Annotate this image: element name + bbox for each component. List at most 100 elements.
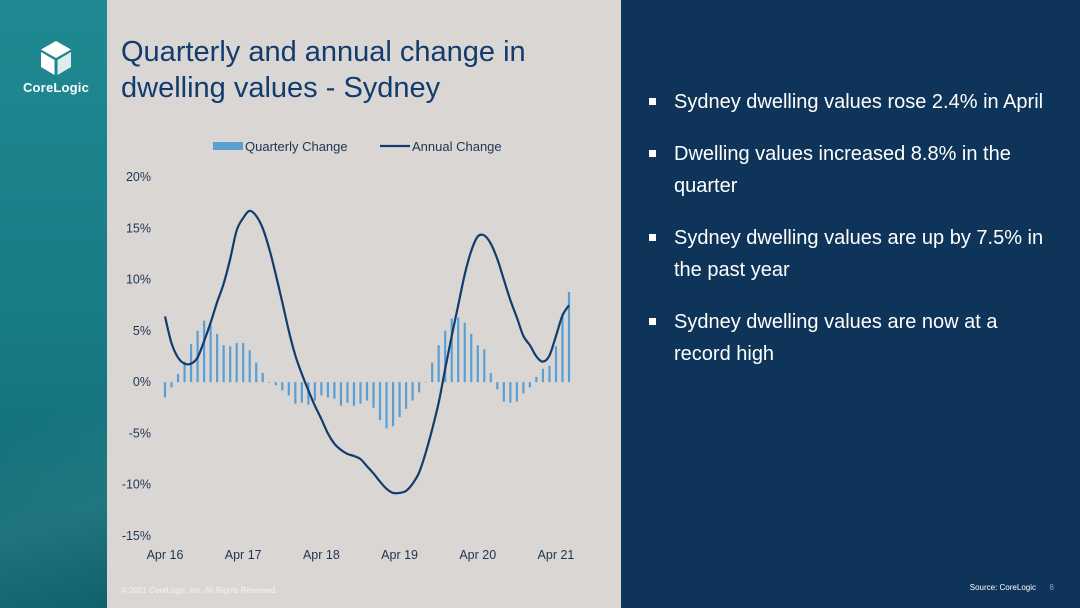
chart: 20% 15% 10% 5% 0% -5% -10% -15% Apr 16 Apr 17 Apr … xyxy=(122,139,575,562)
bar xyxy=(287,382,290,396)
bar xyxy=(339,382,343,406)
bar xyxy=(183,361,186,383)
bar xyxy=(398,382,401,418)
bar xyxy=(418,382,421,393)
bar xyxy=(535,377,538,383)
bar xyxy=(378,382,382,421)
y-tick-label: -5% xyxy=(129,426,151,440)
bar xyxy=(346,382,349,403)
bar xyxy=(352,382,356,406)
summary-panel: Sydney dwelling values rose 2.4% in Apri… xyxy=(621,0,1080,608)
corelogic-logo: CoreLogic xyxy=(18,40,94,95)
bar xyxy=(385,382,388,429)
brand-name: CoreLogic xyxy=(22,80,90,95)
y-tick-label: 15% xyxy=(126,221,151,235)
source-text: Source: CoreLogic xyxy=(969,583,1036,592)
bullet-text: Sydney dwelling values are up by 7.5% in… xyxy=(674,227,1044,281)
bullet-item: Sydney dwelling values are up by 7.5% in… xyxy=(649,222,1059,286)
y-tick-label: 5% xyxy=(133,324,151,338)
bar xyxy=(294,382,297,404)
bar xyxy=(437,345,440,383)
chart-panel: Quarterly and annual change in dwelling … xyxy=(107,0,621,608)
bullet-item: Dwelling values increased 8.8% in the qu… xyxy=(649,138,1059,202)
x-tick-label: Apr 19 xyxy=(381,548,418,562)
y-tick-label: 0% xyxy=(133,375,151,389)
legend-line-label: Annual Change xyxy=(412,139,502,154)
bar xyxy=(216,333,219,383)
bar xyxy=(528,382,532,388)
bar xyxy=(509,382,512,403)
bar xyxy=(202,320,206,383)
bar xyxy=(372,382,375,408)
page-number: 8 xyxy=(1049,583,1054,592)
bar xyxy=(424,382,427,383)
y-tick-label: 10% xyxy=(126,273,151,287)
bar xyxy=(242,343,245,383)
bar xyxy=(463,322,466,383)
copyright-text: © 2021 CoreLogic, Inc. All Rights Reserv… xyxy=(121,586,278,595)
bar xyxy=(404,382,408,409)
bar xyxy=(450,318,453,383)
y-tick-label: 20% xyxy=(126,170,151,184)
bar xyxy=(444,330,447,383)
bar xyxy=(229,346,232,383)
bullet-text: Sydney dwelling values rose 2.4% in Apri… xyxy=(674,91,1044,113)
bar xyxy=(457,317,460,383)
bar xyxy=(248,350,251,383)
sidebar-shade xyxy=(0,378,107,608)
bullet-list: Sydney dwelling values rose 2.4% in Apri… xyxy=(649,86,1059,390)
bullet-text: Sydney dwelling values are now at a reco… xyxy=(674,311,998,365)
x-tick-label: Apr 16 xyxy=(147,548,184,562)
bar xyxy=(359,382,362,404)
x-tick-label: Apr 17 xyxy=(225,548,262,562)
bar xyxy=(502,382,505,402)
bar xyxy=(313,382,316,401)
bar xyxy=(268,382,271,383)
legend-bar-swatch xyxy=(213,142,243,150)
x-tick-label: Apr 21 xyxy=(538,548,575,562)
slide-title: Quarterly and annual change in dwelling … xyxy=(121,36,526,104)
bar xyxy=(261,372,264,383)
bullet-square-icon xyxy=(649,98,656,105)
y-tick-label: -15% xyxy=(122,529,151,543)
bar xyxy=(515,382,518,402)
bar xyxy=(170,382,173,388)
bar xyxy=(320,382,323,396)
bar xyxy=(176,373,180,383)
bar xyxy=(411,382,414,401)
bar xyxy=(326,382,330,398)
bar xyxy=(541,368,545,383)
legend-bar-label: Quarterly Change xyxy=(245,139,348,154)
bullet-square-icon xyxy=(649,150,656,157)
bullet-item: Sydney dwelling values rose 2.4% in Apri… xyxy=(649,86,1059,118)
bar xyxy=(281,382,284,391)
bar xyxy=(522,382,525,394)
x-tick-label: Apr 18 xyxy=(303,548,340,562)
bar xyxy=(222,345,225,383)
bar xyxy=(300,382,303,403)
bullet-item: Sydney dwelling values are now at a reco… xyxy=(649,306,1059,370)
corelogic-cube-icon xyxy=(41,41,71,75)
bullet-text: Dwelling values increased 8.8% in the qu… xyxy=(674,143,1011,197)
x-tick-label: Apr 20 xyxy=(459,548,496,562)
bar xyxy=(163,382,167,398)
bar xyxy=(554,346,558,383)
bar xyxy=(470,333,473,383)
bar xyxy=(391,382,395,427)
annual-change-line xyxy=(163,209,570,495)
bar xyxy=(496,382,499,390)
bar xyxy=(255,362,258,383)
bar xyxy=(489,372,492,383)
bar xyxy=(431,362,434,383)
bar xyxy=(365,382,369,401)
bar xyxy=(561,313,564,383)
bar xyxy=(567,291,571,383)
bar xyxy=(548,365,551,383)
y-tick-label: -10% xyxy=(122,478,151,492)
bar xyxy=(274,382,277,386)
sidebar: CoreLogic xyxy=(0,0,107,608)
bar xyxy=(209,324,212,383)
bullet-square-icon xyxy=(649,234,656,241)
bar xyxy=(483,349,486,383)
bar xyxy=(333,382,336,399)
